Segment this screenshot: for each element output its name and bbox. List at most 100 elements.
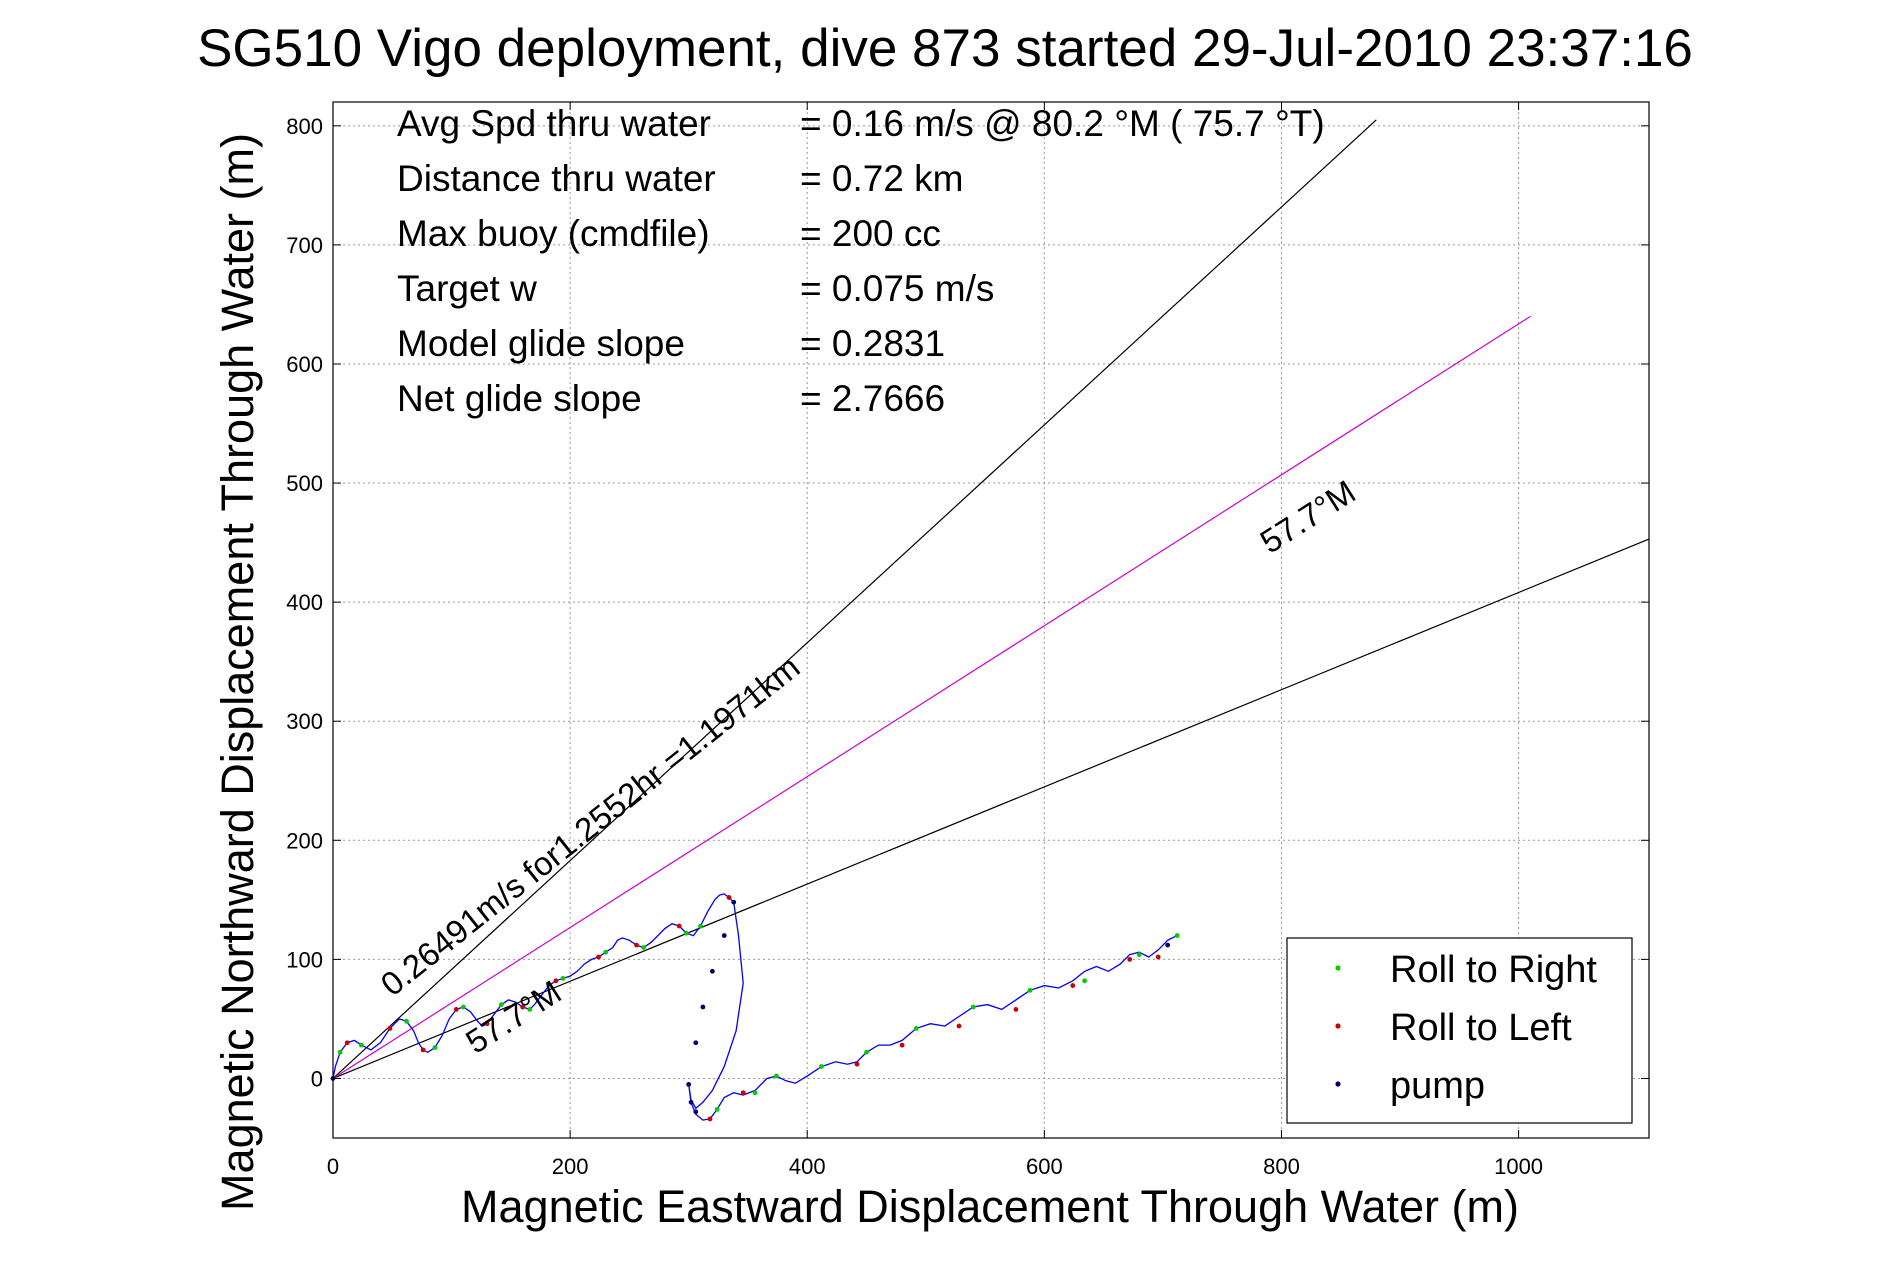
info-value: = 0.72 km: [800, 158, 964, 199]
info-label: Model glide slope: [397, 323, 685, 364]
markers: [330, 895, 1180, 1122]
x-tick-label: 1000: [1494, 1154, 1543, 1179]
marker-right: [714, 1107, 720, 1112]
y-tick-label: 700: [286, 233, 323, 258]
marker-left: [726, 895, 732, 900]
marker-right: [970, 1004, 976, 1010]
marker-pump: [709, 968, 715, 974]
marker-left: [956, 1023, 962, 1029]
reference-lines: [332, 119, 1650, 1080]
current-vector-line: [332, 315, 1531, 1079]
x-axis-label: Magnetic Eastward Displacement Through W…: [461, 1181, 1519, 1232]
marker-right: [498, 1002, 504, 1008]
info-label: Avg Spd thru water: [397, 103, 711, 144]
marker-right: [683, 930, 689, 936]
heading-annotation-upper: 57.7°M: [1253, 473, 1361, 561]
info-label: Net glide slope: [397, 378, 642, 419]
envelope-line-upper: [332, 119, 1377, 1079]
marker-pump: [688, 1099, 694, 1105]
info-value: = 200 cc: [800, 213, 941, 254]
marker-right: [698, 923, 703, 929]
y-tick-label: 100: [286, 947, 323, 972]
marker-pump: [700, 1004, 706, 1010]
plot-frame: [332, 101, 1650, 1139]
marker-right: [1174, 933, 1180, 938]
legend-label: Roll to Left: [1390, 1007, 1572, 1049]
marker-right: [913, 1026, 919, 1031]
marker-left: [1013, 1006, 1019, 1012]
marker-left: [387, 1026, 393, 1031]
marker-right: [461, 1004, 466, 1010]
y-tick-label: 0: [311, 1066, 323, 1091]
x-tick-label: 0: [327, 1154, 339, 1179]
marker-left: [453, 1006, 459, 1012]
marker-left: [1127, 956, 1133, 962]
info-label: Distance thru water: [397, 158, 716, 199]
marker-right: [560, 976, 566, 981]
legend: Roll to Right Roll to Left pump: [1286, 937, 1633, 1124]
axis-ticks: 0 200 400 600 800 1000 0 100 200 300 400 500 600 700 8…: [286, 102, 1649, 1179]
marker-left: [520, 1004, 526, 1010]
marker-right: [527, 1006, 533, 1012]
marker-right: [641, 945, 647, 950]
marker-left: [596, 954, 601, 960]
marker-left: [553, 978, 559, 984]
marker-left: [420, 1047, 426, 1053]
marker-left: [344, 1040, 350, 1046]
marker-right: [1082, 978, 1088, 984]
y-tick-label: 300: [286, 709, 323, 734]
marker-pump: [721, 933, 727, 938]
legend-label: Roll to Right: [1390, 949, 1597, 991]
y-tick-label: 400: [286, 590, 323, 615]
info-value: = 0.16 m/s @ 80.2 °M ( 75.7 °T): [800, 103, 1325, 144]
legend-marker: [1335, 1081, 1341, 1087]
marker-right: [404, 1018, 409, 1024]
info-value: = 0.075 m/s: [800, 268, 994, 309]
info-label: Target w: [397, 268, 537, 309]
info-value: = 0.2831: [800, 323, 945, 364]
chart-title: SG510 Vigo deployment, dive 873 started …: [197, 19, 1693, 78]
legend-marker: [1335, 965, 1341, 971]
marker-right: [359, 1042, 364, 1048]
marker-right: [337, 1049, 343, 1055]
marker-pump: [1165, 942, 1171, 948]
marker-right: [432, 1045, 438, 1050]
marker-right: [774, 1073, 779, 1079]
info-value: = 2.7666: [800, 378, 945, 419]
marker-left: [899, 1042, 905, 1048]
marker-right: [1027, 987, 1033, 993]
legend-label: pump: [1390, 1065, 1485, 1107]
x-tick-label: 800: [1263, 1154, 1300, 1179]
y-axis-label: Magnetic Northward Displacement Through …: [212, 133, 263, 1211]
marker-pump: [731, 899, 737, 905]
marker-left: [484, 1021, 490, 1027]
marker-left: [740, 1090, 746, 1096]
info-label: Max buoy (cmdfile): [397, 213, 710, 254]
heading-annotation-lower: 57.7°M: [459, 973, 567, 1061]
marker-left: [1070, 983, 1076, 988]
legend-frame: [1286, 937, 1633, 1124]
x-tick-label: 600: [1026, 1154, 1063, 1179]
marker-left: [707, 1116, 713, 1122]
marker-left: [854, 1061, 860, 1067]
x-tick-label: 400: [789, 1154, 826, 1179]
marker-pump: [693, 1040, 699, 1046]
marker-right: [864, 1049, 869, 1055]
y-tick-label: 600: [286, 352, 323, 377]
marker-right: [752, 1090, 758, 1096]
y-tick-label: 200: [286, 828, 323, 853]
marker-right: [819, 1064, 824, 1069]
current-annotation: 0.26491m/s for1.2552hr =1.1971km: [374, 648, 807, 1003]
marker-right: [1136, 952, 1142, 958]
legend-marker: [1335, 1023, 1341, 1029]
marker-left: [634, 942, 639, 948]
y-tick-label: 500: [286, 471, 323, 496]
marker-left: [1155, 954, 1161, 960]
marker-pump: [693, 1109, 699, 1115]
envelope-line-lower: [332, 538, 1650, 1080]
marker-left: [676, 923, 682, 929]
marker-pump: [686, 1082, 692, 1087]
info-block: Avg Spd thru water = 0.16 m/s @ 80.2 °M (…: [397, 103, 1325, 419]
marker-right: [603, 949, 609, 955]
